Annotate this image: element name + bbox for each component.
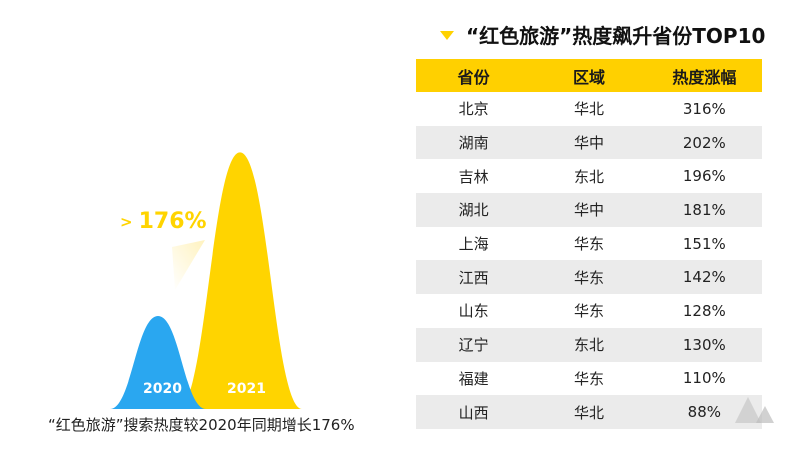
growth-ray-decoration <box>172 240 205 290</box>
peak-2020 <box>110 316 206 409</box>
growth-cell: 128% <box>682 301 726 320</box>
province-cell: 北京 <box>458 100 489 119</box>
search-heat-chart <box>110 152 302 409</box>
table-row: 湖南 华中 202% <box>416 125 762 160</box>
growth-cell: 196% <box>682 167 726 186</box>
table-row: 辽宁 东北 130% <box>416 327 762 362</box>
growth-cell: 130% <box>682 335 726 354</box>
region-cell: 华东 <box>573 302 604 321</box>
region-cell: 华中 <box>573 201 604 220</box>
region-cell: 华北 <box>573 100 604 119</box>
growth-annotation: >176% <box>120 209 207 234</box>
province-cell: 湖北 <box>458 201 489 220</box>
peak-2021 <box>178 152 302 409</box>
table-row: 湖北 华中 181% <box>416 193 762 227</box>
year-label-2021: 2021 <box>227 381 266 397</box>
growth-value: 176% <box>138 209 207 234</box>
column-header-region: 区域 <box>572 67 605 87</box>
region-cell: 华北 <box>573 403 604 422</box>
table-row: 吉林 东北 196% <box>416 159 762 194</box>
growth-cell: 142% <box>682 268 726 287</box>
province-cell: 山东 <box>458 302 489 321</box>
growth-cell: 202% <box>682 133 726 152</box>
watermark-logo-small <box>756 406 774 423</box>
growth-cell: 181% <box>682 200 726 219</box>
table-header-row: 省份 区域 热度涨幅 <box>416 59 762 92</box>
region-cell: 华东 <box>573 369 604 388</box>
table-row: 山西 华北 88% <box>416 395 762 429</box>
province-cell: 山西 <box>458 403 489 422</box>
top10-table: 省份 区域 热度涨幅 北京 华北 316% 湖南 华中 202% 吉林 东北 1… <box>416 59 762 429</box>
growth-cell: 316% <box>682 99 726 118</box>
growth-cell: 151% <box>682 234 726 253</box>
region-cell: 华中 <box>573 134 604 153</box>
triangle-bullet-icon <box>440 31 454 40</box>
column-header-growth: 热度涨幅 <box>672 67 737 87</box>
table-row: 上海 华东 151% <box>416 226 762 261</box>
province-cell: 吉林 <box>458 167 489 186</box>
province-cell: 湖南 <box>458 134 489 153</box>
province-cell: 上海 <box>458 235 489 254</box>
region-cell: 东北 <box>573 336 604 355</box>
table-row: 江西 华东 142% <box>416 260 762 295</box>
region-cell: 东北 <box>573 167 604 186</box>
province-cell: 辽宁 <box>458 336 489 355</box>
growth-cell: 110% <box>682 369 726 388</box>
growth-cell: 88% <box>687 403 721 422</box>
table-row: 北京 华北 316% <box>416 92 762 126</box>
table-row: 福建 华东 110% <box>416 361 762 396</box>
table-row: 山东 华东 128% <box>416 294 762 328</box>
growth-prefix: > <box>120 213 133 231</box>
region-cell: 华东 <box>573 268 604 287</box>
province-cell: 江西 <box>458 268 489 287</box>
region-cell: 华东 <box>573 235 604 254</box>
province-cell: 福建 <box>458 369 489 388</box>
chart-caption: “红色旅游”搜索热度较2020年同期增长176% <box>48 416 355 434</box>
table-title: “红色旅游”热度飙升省份TOP10 <box>466 24 766 48</box>
year-label-2020: 2020 <box>143 381 182 397</box>
column-header-province: 省份 <box>457 67 490 87</box>
